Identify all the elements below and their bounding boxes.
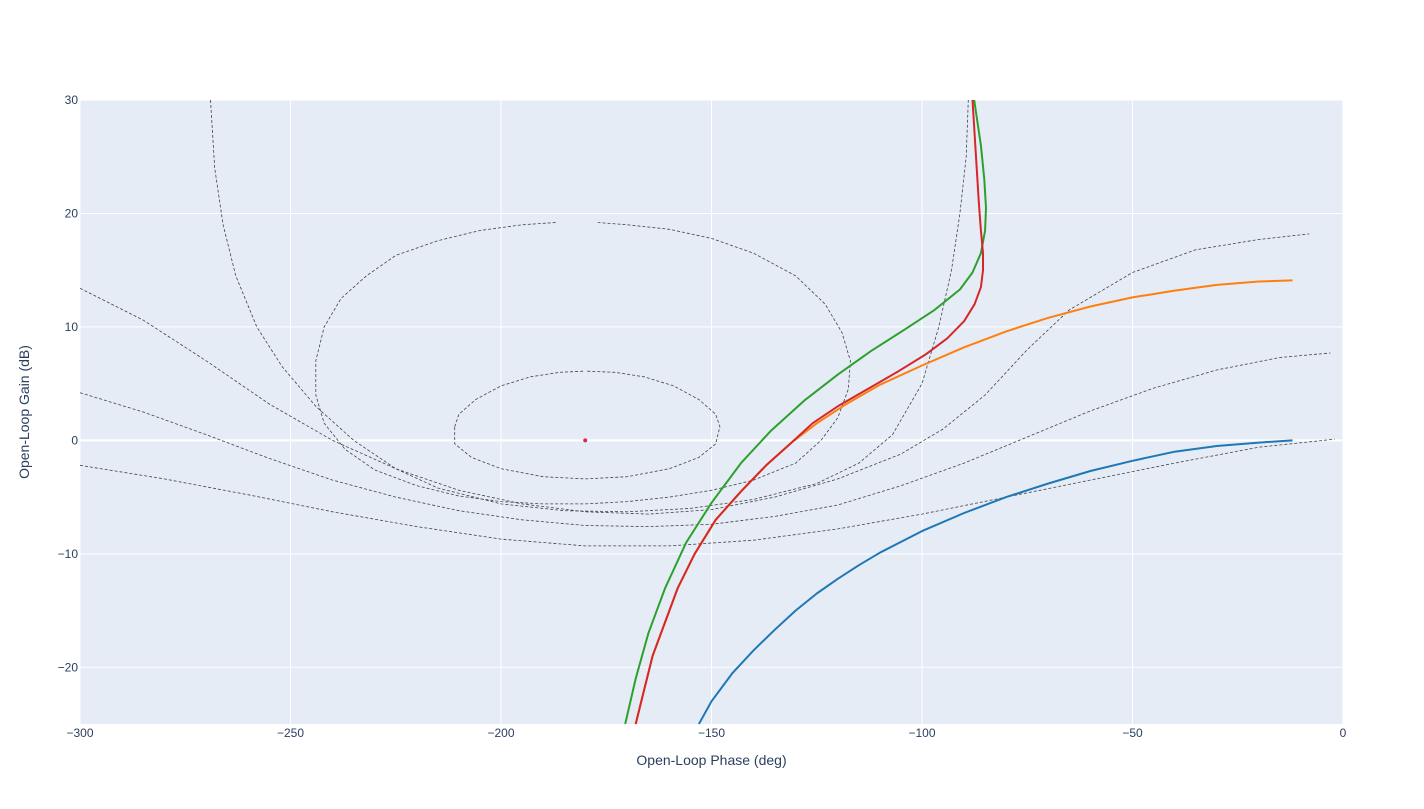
data-series (624, 99, 1293, 725)
m-circle-contour (210, 99, 969, 513)
y-axis-title: Open-Loop Gain (dB) (16, 345, 32, 479)
series-line (698, 439, 1293, 725)
m-circle-contour (79, 352, 1331, 528)
y-tick-label: 20 (65, 206, 79, 220)
x-axis-title: Open-Loop Phase (deg) (636, 752, 786, 768)
y-tick-label: 10 (65, 320, 79, 334)
series-line (624, 99, 987, 725)
critical-point-marker (583, 438, 588, 443)
x-tick-label: −50 (1122, 726, 1143, 740)
x-tick-labels: −300 −250 −200 −150 −100 −50 0 (66, 726, 1346, 740)
x-tick-label: 0 (1340, 726, 1347, 740)
series-line (634, 99, 984, 725)
y-tick-label: 30 (65, 93, 79, 107)
grid-lines (79, 99, 1344, 724)
y-tick-label: 0 (71, 433, 78, 447)
x-tick-label: −300 (66, 726, 93, 740)
y-tick-labels: −20 −10 0 10 20 30 (58, 93, 79, 674)
x-tick-label: −150 (698, 726, 725, 740)
x-tick-label: −250 (277, 726, 304, 740)
y-tick-label: −10 (58, 547, 79, 561)
m-circle-contour (315, 222, 851, 505)
m-circle-contour (454, 370, 721, 480)
x-tick-label: −200 (487, 726, 514, 740)
markers (583, 438, 588, 443)
m-circle-contours (79, 99, 1335, 547)
x-tick-label: −100 (908, 726, 935, 740)
m-circle-contour (79, 438, 1335, 547)
y-tick-label: −20 (58, 660, 79, 674)
